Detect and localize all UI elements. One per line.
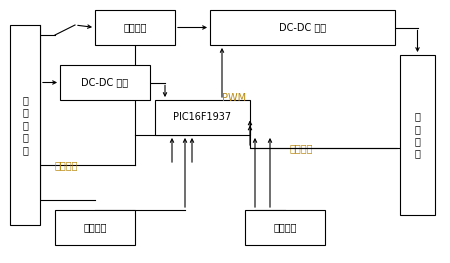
Text: 太
阳
能
电
池: 太 阳 能 电 池 bbox=[22, 95, 28, 155]
Text: PWM: PWM bbox=[222, 93, 246, 103]
Text: DC-DC 变换: DC-DC 变换 bbox=[279, 23, 326, 33]
Bar bbox=[155, 100, 250, 135]
Bar bbox=[10, 25, 40, 225]
Bar bbox=[95, 10, 175, 45]
Text: 电压采样: 电压采样 bbox=[290, 143, 314, 153]
Text: PIC16F1937: PIC16F1937 bbox=[173, 113, 232, 123]
Bar bbox=[245, 210, 325, 245]
Bar bbox=[55, 210, 135, 245]
Text: 液晶显示: 液晶显示 bbox=[273, 222, 297, 232]
Text: DC-DC 变换: DC-DC 变换 bbox=[81, 78, 129, 88]
Bar bbox=[210, 10, 395, 45]
Text: 超级电容: 超级电容 bbox=[123, 23, 147, 33]
Text: 手
机
电
池: 手 机 电 池 bbox=[414, 112, 420, 159]
Text: 电压采样: 电压采样 bbox=[55, 160, 78, 170]
Text: 按键状态: 按键状态 bbox=[83, 222, 107, 232]
Bar bbox=[400, 55, 435, 215]
Bar bbox=[60, 65, 150, 100]
